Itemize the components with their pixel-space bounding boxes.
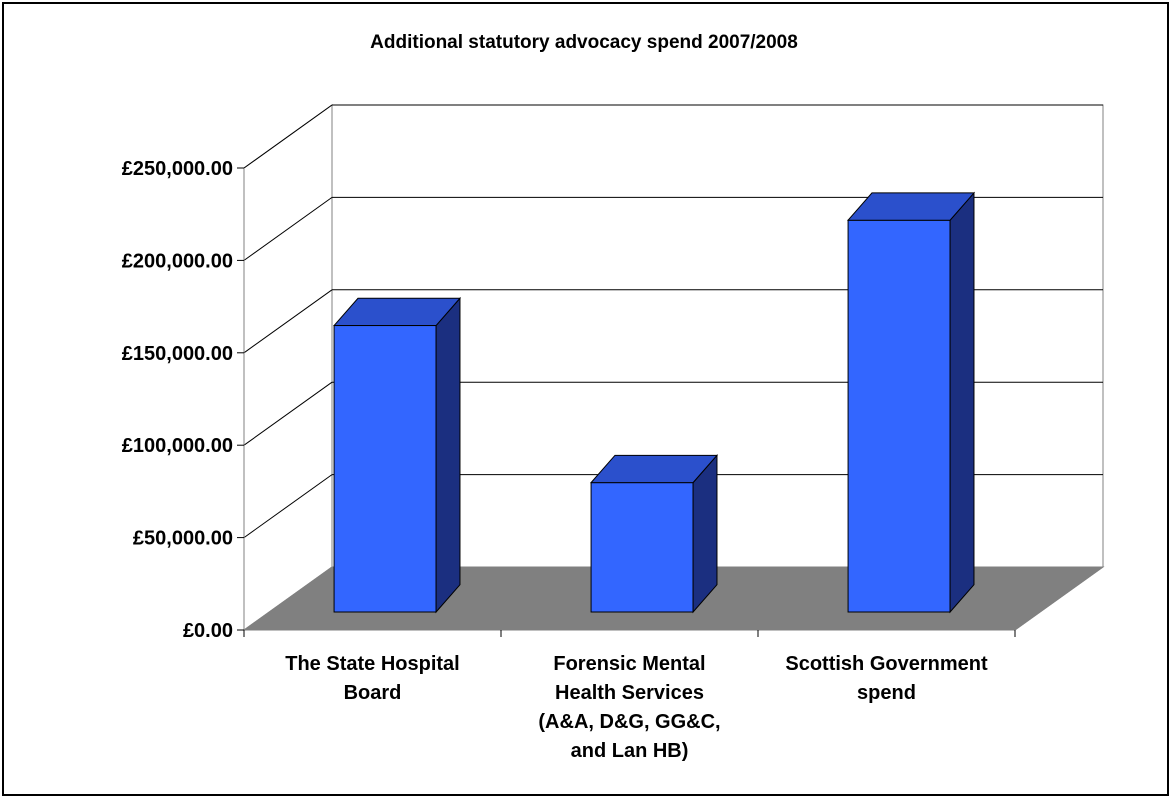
gridline-side-2 [243,381,333,446]
x-category-label-0-line-0: The State Hospital [285,653,459,675]
chart-labels: £0.00 £50,000.00 £100,000.00 £150,000.00 £20… [122,158,988,762]
x-category-label-0-line-1: Board [344,682,402,704]
bar-top-2 [846,192,976,221]
bar-front-2 [847,219,951,613]
y-tick-label-2: £100,000.00 [122,435,233,457]
gridline-side-5 [243,104,333,169]
bar-top-0 [332,297,462,327]
y-tick-label-4: £200,000.00 [122,250,233,272]
floor-right-edge [1014,566,1104,631]
chart-title: Additional statutory advocacy spend 2007… [370,32,798,53]
x-category-label-2-line-0: Scottish Government [785,653,988,675]
x-category-label-0: The State Hospital Board [285,653,459,704]
bar-side-0 [435,296,461,614]
gridline-side-4 [243,196,333,261]
side-wall [243,104,333,631]
bar-front-1 [590,482,694,613]
x-category-label-2: Scottish Government spend [785,653,988,704]
gridline-side-1 [243,474,333,539]
y-tick-label-3: £150,000.00 [122,343,233,365]
x-category-label-1: Forensic Mental Health Services (A&A, D&G,… [538,653,720,762]
gridline-side-3 [243,289,333,354]
bar-side-2 [949,191,975,614]
y-tick-label-0: £0.00 [183,620,233,642]
bar-top-1 [589,454,719,484]
bar-front-0 [333,325,437,613]
x-category-label-1-line-0: Forensic Mental [553,653,705,675]
y-tick-label-5: £250,000.00 [122,158,233,180]
x-category-label-1-line-2: (A&A, D&G, GG&C, [538,711,720,733]
x-category-label-1-line-3: and Lan HB) [571,740,689,762]
x-category-label-1-line-1: Health Services [555,682,704,704]
bar-series [332,191,976,614]
y-tick-label-1: £50,000.00 [133,528,233,550]
x-category-label-2-line-1: spend [857,682,916,704]
chart-axes [237,167,1104,637]
